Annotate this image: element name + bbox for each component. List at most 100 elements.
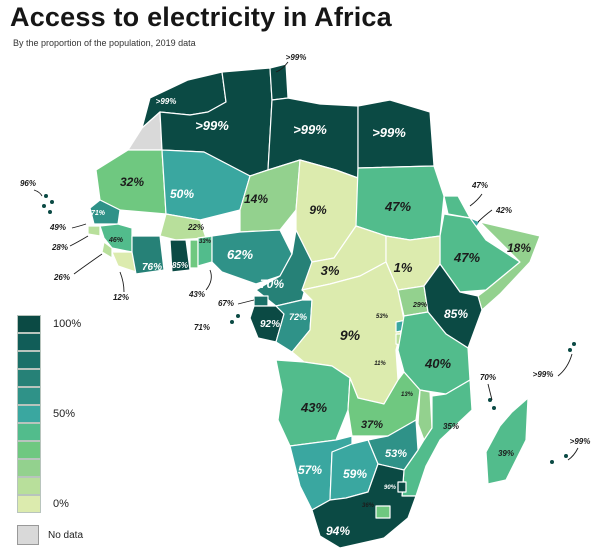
legend-swatch [17,405,41,423]
label-mauritius: >99% [570,437,591,446]
country-uganda[interactable] [397,285,429,317]
label-rwanda: 53% [376,314,389,320]
page-subtitle: By the proportion of the population, 201… [13,38,196,48]
label-uganda: 29% [412,302,428,309]
label-chad: 9% [309,203,327,217]
label-somalia: 18% [507,241,531,255]
equatorial-guinea-arrow [237,299,255,305]
page-title: Access to electricity in Africa [10,2,392,32]
country-senegal[interactable] [89,199,121,225]
label-mali: 50% [170,187,194,201]
label-zimbabwe: 53% [385,448,407,460]
tunisia-arrow [275,61,289,73]
label-senegal: 71% [91,210,106,217]
label-gambia: 49% [49,223,66,232]
label-zambia: 37% [361,419,383,431]
label-cape-verde: 96% [20,179,36,188]
label-egypt: >99% [372,125,406,140]
label-congo: 72% [289,312,307,322]
label-djibouti: 42% [495,206,512,215]
label-drc: 9% [340,327,361,343]
country-eswatini[interactable] [397,481,407,493]
legend-swatch [17,459,41,477]
legend-label-0: 0% [53,498,69,510]
label-eritrea: 47% [471,181,488,190]
label-guinea-bissau: 28% [51,243,68,252]
label-ghana: 85% [172,261,188,270]
legend-swatch [17,441,41,459]
liberia-arrow [119,271,125,293]
country-burkina-faso[interactable] [159,213,207,241]
mauritius-dot [564,454,568,458]
label-car: 3% [321,263,340,278]
label-madagascar: 39% [498,449,514,458]
label-benin: 43% [188,290,205,299]
cape-verde-arrow [33,189,43,197]
mauritius-arrow [567,447,579,461]
seychelles-dot [572,342,576,346]
eritrea-arrow [469,193,483,207]
country-angola[interactable] [275,359,351,447]
comoros-dot [488,398,492,402]
label-angola: 43% [300,400,327,415]
legend-swatch [17,495,41,513]
country-madagascar[interactable] [485,397,529,485]
country-south-africa[interactable] [311,463,417,549]
label-mozambique: 35% [443,422,459,431]
seychelles-arrow [557,353,573,377]
comoros-arrow [487,383,493,401]
legend-swatch [17,315,41,333]
label-botswana: 59% [343,467,367,481]
label-cameroon: 70% [260,277,284,291]
country-lesotho[interactable] [375,505,391,519]
legend-label-100: 100% [53,318,82,330]
label-ethiopia: 47% [453,250,480,265]
label-kenya: 85% [444,307,468,321]
gambia-arrow [71,223,87,229]
comoros-dot [492,406,496,410]
label-sudan: 47% [384,199,411,214]
legend-label-50: 50% [53,408,76,420]
label-burundi: 11% [374,361,386,367]
label-nigeria: 62% [227,247,253,262]
sierra-leone-arrow [73,253,103,275]
label-algeria: >99% [195,118,229,133]
label-lesotho: 36% [362,503,375,509]
label-niger: 14% [244,192,268,206]
legend-swatch [17,333,41,351]
label-liberia: 12% [113,293,129,302]
label-comoros: 70% [480,373,496,382]
label-morocco: >99% [156,97,177,106]
country-tunisia[interactable] [269,63,289,101]
legend-swatch [17,477,41,495]
guinea-bissau-arrow [69,235,89,247]
country-niger[interactable] [239,159,301,233]
label-mauritania: 32% [120,175,144,189]
label-south-sudan: 1% [394,260,413,275]
country-sierra-leone[interactable] [101,241,113,259]
legend-swatch [17,387,41,405]
legend-swatch [17,351,41,369]
label-seychelles: >99% [533,370,554,379]
sao-tome-dot [236,314,240,318]
cape-verde-dot [44,194,48,198]
label-tanzania: 40% [424,356,451,371]
label-equatorial-guinea: 67% [218,299,234,308]
country-guinea-bissau[interactable] [87,225,101,237]
label-sao-tome: 71% [194,323,210,332]
label-sierra-leone: 26% [53,273,70,282]
legend-no-data-swatch [17,525,39,545]
country-egypt[interactable] [357,99,435,169]
mauritius-dot [550,460,554,464]
country-ivory-coast[interactable] [131,235,165,275]
label-tunisia: >99% [286,53,307,62]
country-ghana[interactable] [169,239,191,273]
label-namibia: 57% [298,463,322,477]
legend-swatch [17,423,41,441]
label-burkina-faso: 22% [187,223,204,232]
country-togo[interactable] [189,239,199,269]
country-equatorial-guinea[interactable] [253,295,269,307]
cape-verde-dot [50,200,54,204]
seychelles-dot [568,348,572,352]
